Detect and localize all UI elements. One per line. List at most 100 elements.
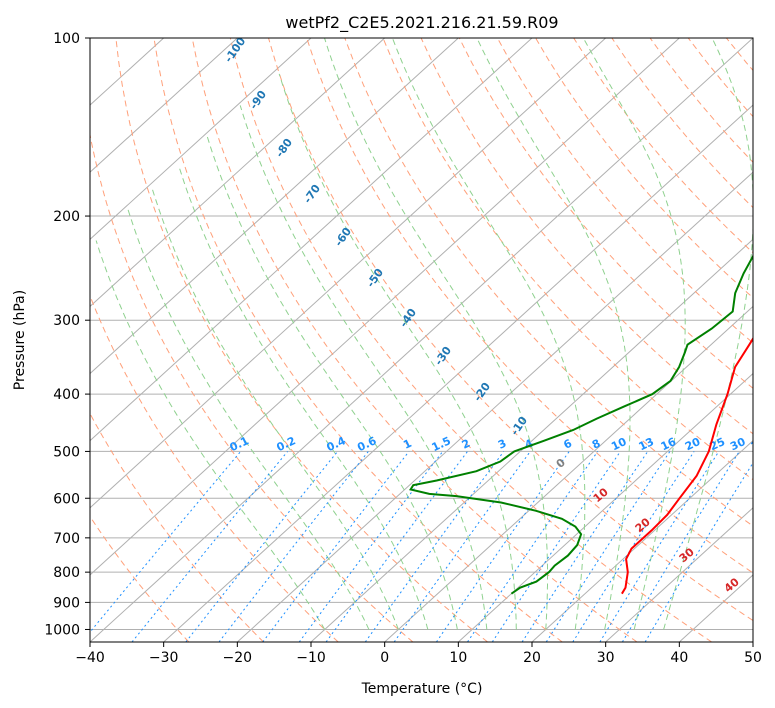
dry-adiabat-label: -100 — [222, 35, 249, 65]
moist-adiabat — [324, 38, 548, 630]
moist-adiabat-label: 0 — [554, 456, 568, 471]
isotherm-line — [90, 38, 238, 173]
isotherm-line — [90, 38, 533, 442]
dry-adiabat — [191, 38, 638, 642]
y-tick-label: 300 — [53, 313, 80, 329]
mixing-ratio-lines — [90, 451, 753, 642]
moist-adiabat — [151, 188, 399, 630]
y-tick-label: 200 — [53, 209, 80, 225]
moist-adiabats — [95, 38, 753, 630]
x-tick-label: 10 — [449, 650, 467, 666]
dry-adiabat — [153, 38, 563, 642]
dry-adiabat-label: -60 — [332, 225, 354, 249]
x-tick-label: −10 — [296, 650, 326, 666]
moist-adiabat — [582, 38, 686, 630]
isotherm-line — [90, 38, 312, 241]
dry-adiabat — [687, 38, 753, 118]
chart-title: wetPf2_C2E5.2021.216.21.59.R09 — [285, 13, 558, 33]
moist-adiabat — [391, 38, 586, 630]
dry-adiabat — [496, 38, 753, 344]
isotherm-line — [163, 104, 753, 642]
skewed-isotherms — [90, 38, 753, 642]
isotherm-line — [605, 507, 753, 642]
x-axis-label: Temperature (°C) — [361, 681, 483, 697]
y-tick-label: 400 — [53, 387, 80, 403]
moist-adiabat — [476, 38, 631, 630]
mixing-ratio-line — [393, 451, 531, 642]
dry-adiabat-label: -70 — [301, 182, 323, 206]
mixing-ratio-line — [491, 451, 621, 642]
dry-adiabat — [90, 515, 190, 642]
isotherm-line — [90, 38, 680, 576]
y-tick-label: 600 — [53, 491, 80, 507]
y-tick-label: 800 — [53, 565, 80, 581]
mixing-ratio-line — [90, 451, 242, 633]
y-tick-label: 900 — [53, 595, 80, 611]
dry-adiabat-label: -80 — [273, 136, 295, 160]
dry-adiabats — [90, 38, 753, 642]
isotherm-line — [90, 38, 459, 375]
x-tick-label: −20 — [223, 650, 253, 666]
dry-adiabat — [229, 38, 712, 642]
isotherm-line — [384, 305, 753, 642]
moist-adiabat — [178, 166, 429, 630]
y-axis-label: Pressure (hPa) — [12, 290, 28, 390]
isotherm-line — [752, 641, 753, 642]
dry-adiabat — [90, 412, 264, 642]
isopleth-labels: 0.1 0.2 0.4 0.6 1 1.5 2 3 4 6 8 10 13 16 20 25 30 36-100-… — [222, 35, 769, 595]
mixing-ratio-label: 16 — [659, 435, 679, 453]
adiabat-temperature-label: 10 — [591, 485, 611, 505]
mixing-ratio-line — [545, 451, 671, 642]
mixing-ratio-line — [599, 451, 720, 642]
isotherm-line — [90, 38, 753, 642]
moist-adiabat — [663, 38, 753, 630]
y-tick-label: 100 — [53, 31, 80, 47]
mixing-ratio-label: 36 — [749, 435, 769, 453]
mixing-ratio-line — [131, 451, 288, 642]
x-tick-label: 0 — [380, 650, 389, 666]
moist-adiabat — [278, 73, 517, 630]
mixing-ratio-line — [262, 451, 410, 642]
mixing-ratio-label: 6 — [561, 437, 574, 452]
moist-adiabat — [239, 105, 488, 630]
dry-adiabat — [344, 38, 753, 527]
dry-adiabat-label: -50 — [364, 266, 386, 290]
isotherm-line — [457, 372, 753, 642]
dewpoint-series — [409, 254, 753, 595]
mixing-ratio-label: 30 — [728, 435, 748, 453]
x-tick-label: 50 — [744, 650, 762, 666]
plot-frame — [89, 37, 754, 643]
moist-adiabat — [127, 209, 370, 630]
y-axis: 100 200 300 400 500 600 700 800 900 1000 — [44, 31, 90, 638]
dry-adiabat — [268, 38, 753, 622]
moist-adiabat — [95, 240, 326, 630]
mixing-ratio-label: 3 — [496, 437, 508, 452]
moist-adiabat — [205, 133, 458, 630]
grid-lines — [90, 38, 753, 630]
dry-adiabat — [535, 38, 753, 299]
y-tick-label: 1000 — [44, 622, 80, 638]
x-tick-label: −30 — [149, 650, 179, 666]
adiabat-temperature-label: 40 — [722, 575, 742, 595]
mixing-ratio-line — [467, 451, 599, 642]
y-tick-label: 500 — [53, 444, 80, 460]
mixing-ratio-line — [364, 451, 505, 642]
isotherm-line — [90, 38, 607, 509]
isotherm-line — [236, 171, 753, 642]
mixing-ratio-label: 13 — [637, 435, 656, 453]
mixing-ratio-line — [185, 451, 338, 642]
dry-adiabat — [649, 38, 753, 163]
mixing-ratio-label: 2 — [460, 437, 472, 452]
mixing-ratio-line — [435, 451, 570, 642]
isotherm-line — [310, 238, 753, 642]
dry-adiabat-label: -40 — [397, 306, 419, 330]
isotherm-line — [531, 439, 753, 642]
x-tick-label: 20 — [523, 650, 541, 666]
mixing-ratio-line — [325, 451, 468, 642]
mixing-ratio-label: 10 — [609, 435, 629, 453]
x-tick-label: −40 — [75, 650, 105, 666]
dry-adiabat-label: -90 — [247, 88, 269, 112]
mixing-ratio-line — [218, 451, 369, 642]
x-tick-label: 30 — [597, 650, 615, 666]
adiabat-temperature-label: 30 — [677, 545, 697, 565]
